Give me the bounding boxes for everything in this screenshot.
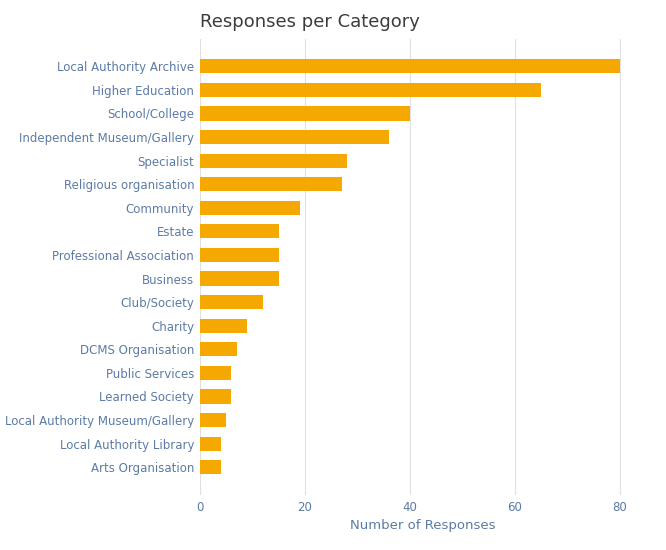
Bar	[200, 59, 620, 73]
Bar	[200, 106, 410, 120]
Bar	[200, 177, 342, 191]
Bar	[200, 272, 278, 285]
Bar	[200, 153, 347, 168]
Bar	[200, 130, 389, 144]
Bar	[200, 318, 247, 333]
Bar	[200, 83, 541, 97]
Bar	[200, 366, 231, 380]
Bar	[200, 224, 278, 239]
Bar	[200, 413, 226, 427]
Bar	[200, 389, 231, 404]
Bar	[200, 460, 221, 474]
Bar	[200, 437, 221, 450]
Bar	[200, 201, 300, 215]
Bar	[200, 295, 263, 309]
X-axis label: Number of Responses: Number of Responses	[350, 519, 496, 532]
Bar	[200, 248, 278, 262]
Text: Responses per Category: Responses per Category	[200, 13, 420, 31]
Bar	[200, 342, 236, 356]
